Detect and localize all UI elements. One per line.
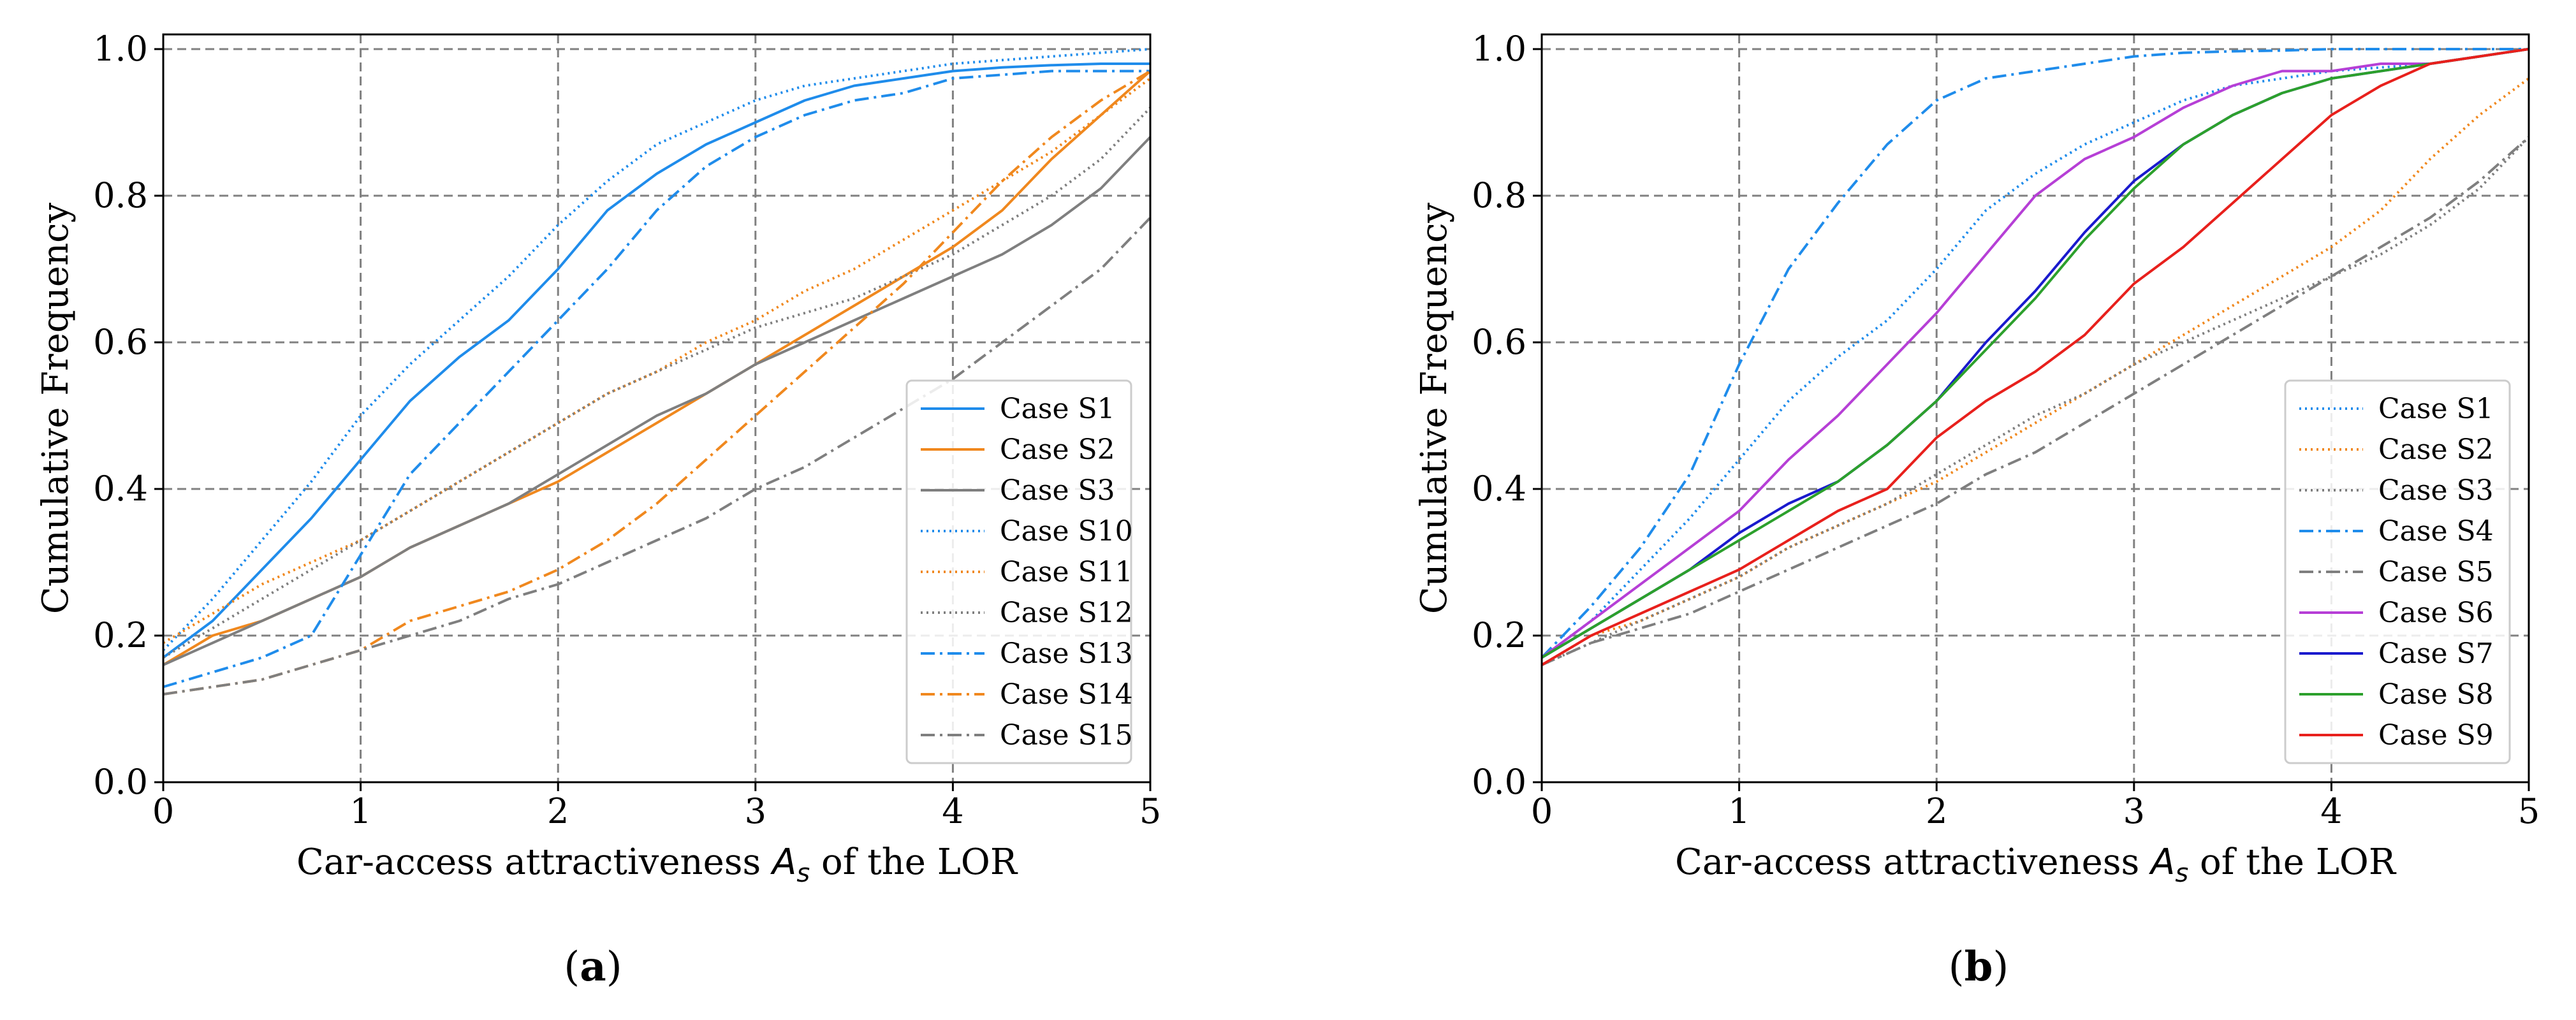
legend-label: Case S2 [1000, 433, 1115, 466]
legend: Case S1 Case S2 Case S3 Case S10 Case S11 Cas… [905, 379, 1133, 764]
x-axis-label: Car-access attractiveness As of the LOR [1675, 841, 2397, 888]
x-axis-label-prefix: Car-access attractiveness [296, 841, 772, 883]
series-group [1542, 48, 2529, 666]
series-line-case-s8 [1542, 48, 2529, 659]
x-tick-label: 1 [349, 791, 371, 831]
series-line-case-s5 [1542, 136, 2529, 666]
legend-label: Case S7 [2378, 638, 2494, 670]
x-tick-label: 4 [942, 791, 963, 831]
x-axis-label-prefix: Car-access attractiveness [1675, 841, 2151, 883]
legend-label: Case S10 [1000, 515, 1133, 548]
panel-label-letter: b [1965, 943, 1993, 991]
x-tick-label: 1 [1728, 791, 1750, 831]
series-line-case-s9 [1542, 48, 2529, 666]
x-tick-label: 2 [547, 791, 569, 831]
y-tick-label: 1.0 [93, 29, 148, 69]
x-tick-label: 2 [1926, 791, 1947, 831]
x-tick-label: 4 [2320, 791, 2342, 831]
plot-frame [162, 33, 1152, 783]
y-tick-label: 0.4 [93, 469, 148, 509]
series-line-case-s13 [163, 69, 1150, 688]
legend-label: Case S15 [1000, 719, 1133, 752]
x-tick-label: 0 [1531, 791, 1553, 831]
series-line-case-s1 [163, 62, 1150, 659]
chart-panel-b: 0 1 2 3 4 5 0.0 0.2 0.4 0.6 0.8 1.0 Car-access attra… [1414, 29, 2540, 991]
legend-label: Case S12 [1000, 597, 1133, 629]
y-tick-label: 0.6 [1472, 322, 1526, 362]
x-axis-label-subscript: s [796, 859, 810, 888]
legend-label: Case S3 [2378, 474, 2494, 507]
series-line-case-s10 [163, 48, 1150, 652]
x-tick-label: 3 [745, 791, 766, 831]
legend-label: Case S9 [2378, 719, 2494, 752]
legend-label: Case S14 [1000, 678, 1133, 711]
y-tick-label: 0.2 [1472, 615, 1526, 655]
x-axis-label-suffix: of the LOR [810, 841, 1018, 883]
y-axis-label: Cumulative Frequency [1414, 203, 1455, 615]
legend-box [905, 379, 1132, 764]
y-tick-label: 0.6 [93, 322, 148, 362]
legend-box [2284, 379, 2511, 764]
legend-label: Case S1 [2378, 393, 2494, 425]
panel-label-close-paren: ) [606, 943, 622, 991]
panel-label-open-paren: ( [564, 943, 580, 991]
legend: Case S1 Case S2 Case S3 Case S4 Case S5 Case … [2284, 379, 2511, 764]
series-group [163, 48, 1150, 696]
y-tick-label: 0.8 [93, 175, 148, 215]
y-tick-label: 0.8 [1472, 175, 1526, 215]
legend-label: Case S1 [1000, 393, 1115, 425]
series-line-case-s2 [1542, 77, 2529, 666]
y-tick-label: 0.0 [93, 762, 148, 802]
y-axis-label: Cumulative Frequency [35, 203, 77, 615]
legend-label: Case S4 [2378, 515, 2494, 548]
panel-label-letter: a [580, 943, 606, 991]
legend-label: Case S8 [2378, 678, 2494, 711]
y-tick-label: 1.0 [1472, 29, 1526, 69]
panel-label-close-paren: ) [1993, 943, 2009, 991]
series-line-case-s15 [163, 217, 1150, 696]
y-tick-label: 0.4 [1472, 469, 1526, 509]
panel-label: (a) [564, 943, 622, 991]
legend-label: Case S6 [2378, 597, 2494, 629]
series-line-case-s3 [163, 136, 1150, 666]
panel-label-open-paren: ( [1949, 943, 1965, 991]
chart-panel-a: 0 1 2 3 4 5 0.0 0.2 0.4 0.6 0.8 1.0 Car-access attra… [35, 29, 1161, 991]
legend-label: Case S11 [1000, 556, 1133, 588]
series-line-case-s11 [163, 77, 1150, 645]
legend-label: Case S5 [2378, 556, 2494, 588]
series-line-case-s6 [1542, 48, 2529, 659]
x-axis-label-subscript: s [2175, 859, 2188, 888]
legend-label: Case S2 [2378, 433, 2494, 466]
x-tick-label: 5 [2518, 791, 2540, 831]
panel-label: (b) [1949, 943, 2009, 991]
y-tick-label: 0.0 [1472, 762, 1526, 802]
x-tick-label: 5 [1139, 791, 1161, 831]
x-axis-label-suffix: of the LOR [2188, 841, 2397, 883]
x-axis-label-symbol: A [2149, 841, 2175, 883]
plot-frame [1540, 33, 2530, 783]
x-axis-label-symbol: A [770, 841, 796, 883]
legend-label: Case S13 [1000, 638, 1133, 670]
x-axis-label: Car-access attractiveness As of the LOR [296, 841, 1018, 888]
legend-label: Case S3 [1000, 474, 1115, 507]
x-tick-label: 0 [152, 791, 174, 831]
series-line-case-s4 [1542, 48, 2529, 659]
x-tick-label: 3 [2123, 791, 2145, 831]
y-tick-label: 0.2 [93, 615, 148, 655]
